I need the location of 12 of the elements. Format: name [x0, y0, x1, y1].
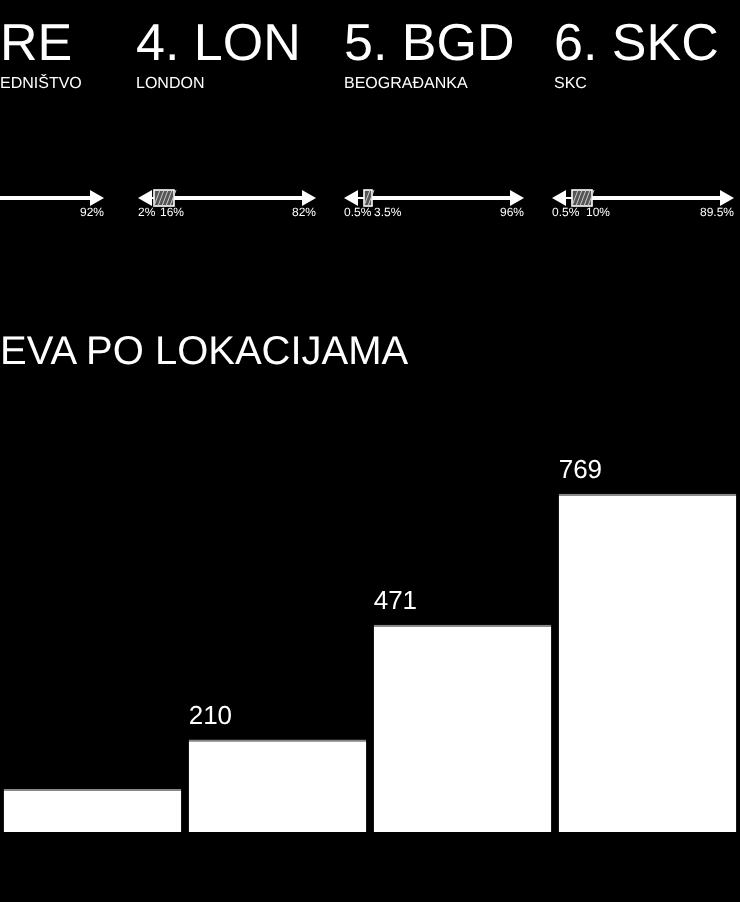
text: LONDON [136, 74, 205, 92]
text: EDNIŠTVO [0, 74, 82, 92]
data-label: 471 [373, 584, 418, 615]
text: 5. BGD [344, 12, 515, 72]
text: RE [0, 12, 73, 72]
text: 4. LON [136, 12, 301, 72]
data-label: 769 [558, 453, 603, 484]
data-label: 210 [188, 699, 233, 730]
text: SKC [554, 74, 587, 92]
chart-title: EVA PO LOKACIJAMA [0, 330, 409, 376]
text: 6. SKC [554, 12, 719, 72]
text: BEOGRAĐANKA [344, 74, 468, 92]
